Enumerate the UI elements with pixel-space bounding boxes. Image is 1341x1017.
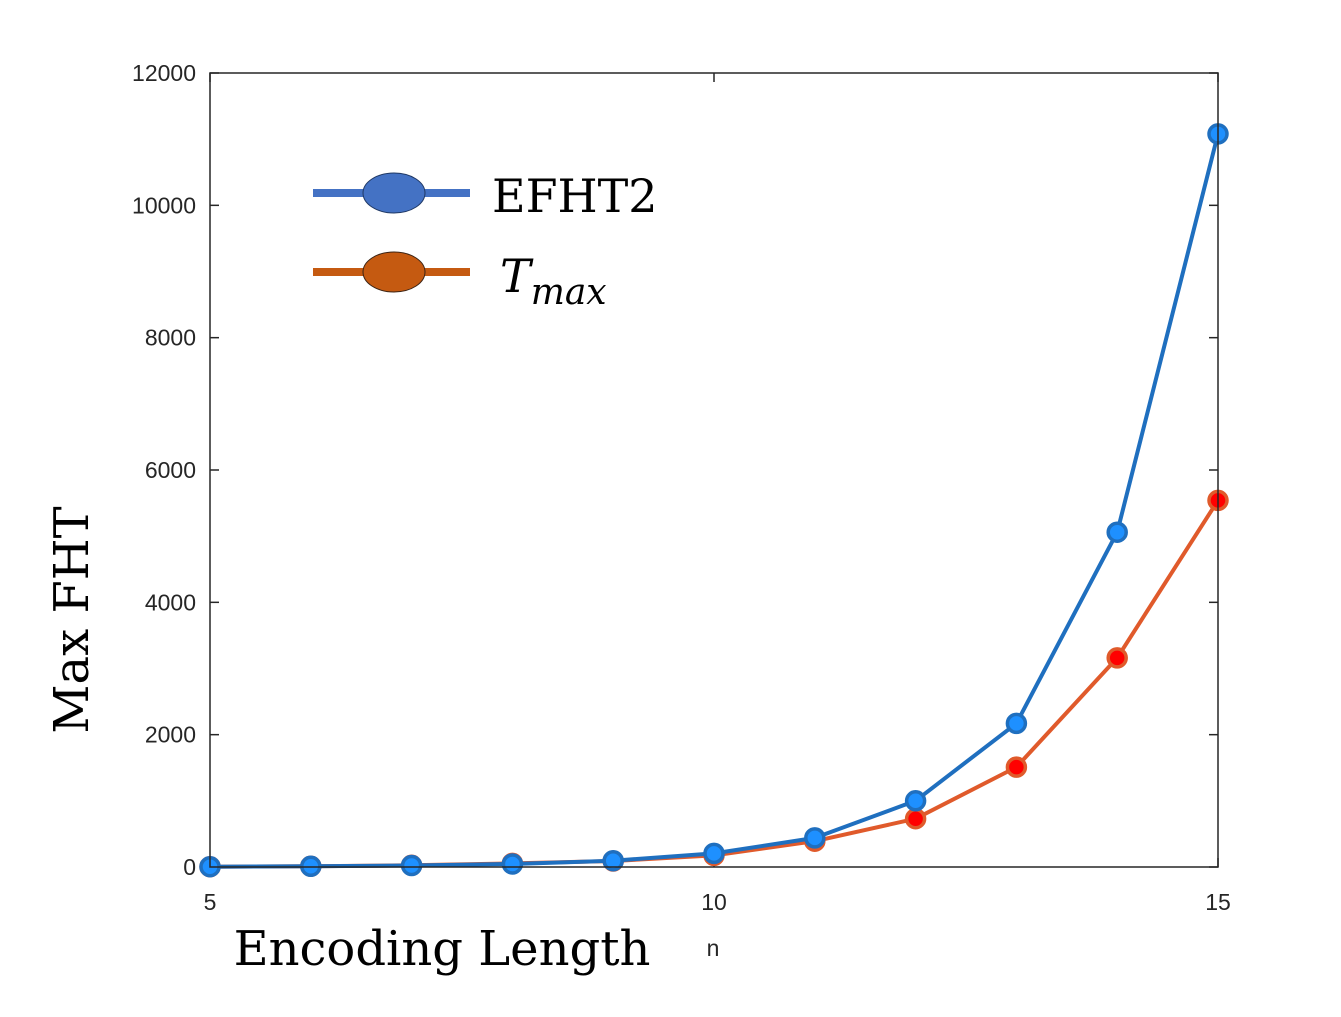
data-point-efht2	[1106, 521, 1128, 543]
y-tick-label: 8000	[145, 325, 196, 351]
axes-frame	[209, 72, 1219, 868]
data-point-efht2	[602, 849, 624, 872]
data-point-efht2	[904, 790, 927, 812]
data-point-efht2	[804, 827, 826, 849]
legend-item-efht2: EFHT2	[313, 169, 658, 223]
x-tick-label: 5	[204, 889, 217, 915]
data-point-efht2	[501, 853, 524, 875]
y-tick-label: 6000	[145, 457, 196, 483]
data-point-efht2	[400, 854, 423, 877]
legend: EFHT2 Tmax	[313, 169, 658, 313]
y-axis-label: Max FHT	[44, 506, 100, 733]
x-caption: Encoding Length	[234, 921, 651, 977]
legend-label-efht2: EFHT2	[492, 169, 658, 223]
legend-item-tmax: Tmax	[313, 249, 607, 313]
x-axis-label: n	[707, 935, 720, 961]
x-tick-labels: 5 10 15	[204, 889, 1231, 915]
x-tick-label: 10	[701, 889, 727, 915]
x-tick-label: 15	[1205, 889, 1231, 915]
legend-marker-tmax	[362, 251, 426, 293]
y-tick-label: 12000	[132, 60, 196, 86]
y-tick-label: 4000	[145, 589, 196, 615]
legend-marker-efht2	[362, 172, 426, 214]
legend-label-tmax-subscript: max	[531, 272, 607, 313]
y-tick-label: 0	[183, 854, 196, 880]
data-point-tmax	[1005, 756, 1028, 778]
y-tick-label: 2000	[145, 722, 196, 748]
data-point-efht2	[1005, 712, 1028, 735]
y-tick-label: 10000	[132, 192, 196, 218]
data-point-efht2	[703, 842, 725, 865]
data-point-tmax	[904, 807, 927, 830]
legend-label-tmax: Tmax	[500, 249, 607, 313]
data-point-tmax	[1106, 647, 1128, 669]
y-tick-labels: 0 2000 4000 6000 8000 10000 12000	[132, 60, 196, 880]
legend-label-tmax-base: T	[500, 249, 534, 303]
